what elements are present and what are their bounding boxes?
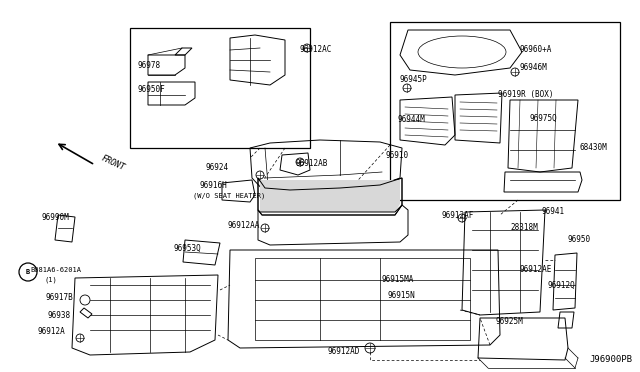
Text: 96912AE: 96912AE — [520, 266, 552, 275]
Text: FRONT: FRONT — [100, 153, 127, 172]
Text: 96916H: 96916H — [200, 180, 228, 189]
Text: 96912AD: 96912AD — [328, 347, 360, 356]
Text: 96912A: 96912A — [38, 327, 66, 337]
Text: B081A6-6201A: B081A6-6201A — [30, 267, 81, 273]
Text: (1): (1) — [45, 277, 58, 283]
Text: 96945P: 96945P — [400, 76, 428, 84]
Text: 96950: 96950 — [568, 235, 591, 244]
Text: 96941: 96941 — [541, 208, 564, 217]
Text: 96950F: 96950F — [137, 86, 164, 94]
Text: 96912AF: 96912AF — [442, 211, 474, 219]
Text: 96975Q: 96975Q — [530, 113, 557, 122]
Text: 96919R (BOX): 96919R (BOX) — [498, 90, 554, 99]
Text: 96912Q: 96912Q — [548, 280, 576, 289]
Text: 96910: 96910 — [385, 151, 408, 160]
Text: 96944M: 96944M — [398, 115, 426, 125]
Bar — [390, 22, 620, 200]
Text: (W/O SEAT HEATER): (W/O SEAT HEATER) — [193, 193, 265, 199]
Text: J96900PB: J96900PB — [589, 355, 632, 364]
Bar — [255, 258, 470, 340]
Text: 96917B: 96917B — [45, 294, 73, 302]
Text: 96925M: 96925M — [495, 317, 523, 327]
Text: 96924: 96924 — [205, 164, 228, 173]
Text: 96912AB: 96912AB — [295, 158, 328, 167]
Text: 96978: 96978 — [137, 61, 160, 70]
Text: B: B — [26, 269, 30, 275]
Text: 96960+A: 96960+A — [520, 45, 552, 55]
Text: 96915N: 96915N — [388, 292, 416, 301]
Text: 96912AA: 96912AA — [228, 221, 260, 230]
Text: 96938: 96938 — [48, 311, 71, 320]
Text: 68430M: 68430M — [580, 144, 608, 153]
Text: 28318M: 28318M — [510, 224, 538, 232]
Text: 96990M: 96990M — [42, 214, 70, 222]
Text: 96915MA: 96915MA — [382, 276, 414, 285]
Polygon shape — [260, 180, 400, 212]
Text: 96912AC: 96912AC — [300, 45, 332, 55]
Text: 96953Q: 96953Q — [173, 244, 201, 253]
Bar — [130, 28, 310, 148]
Text: 96946M: 96946M — [520, 64, 548, 73]
